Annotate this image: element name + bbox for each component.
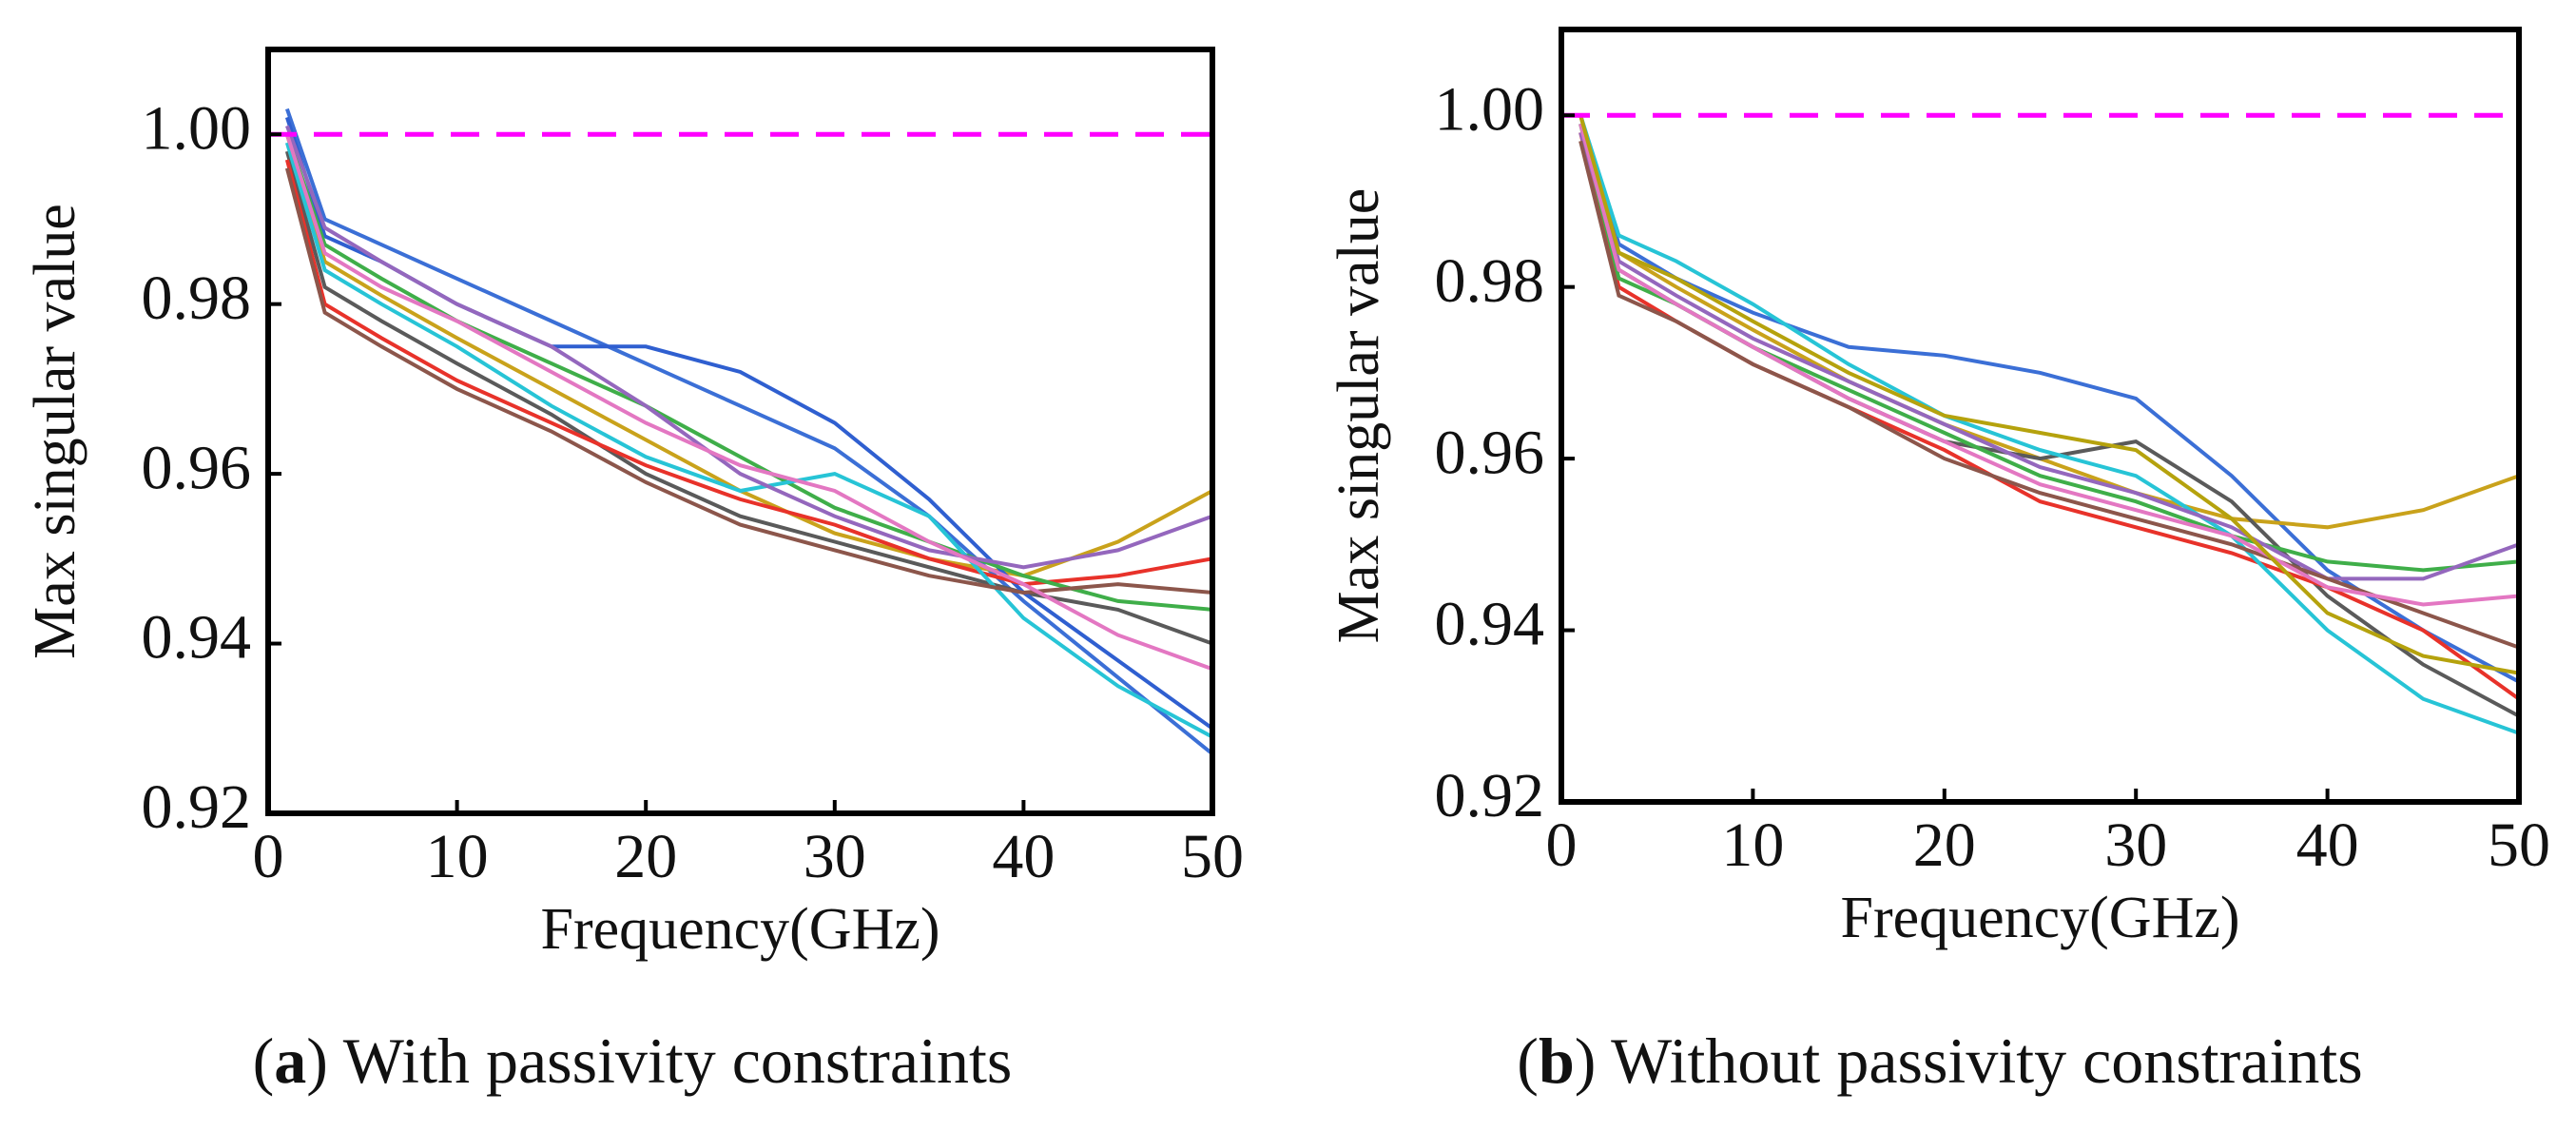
x-tick-label: 50: [2488, 810, 2550, 880]
series-line: [1579, 114, 2519, 530]
series-line: [1579, 114, 2519, 675]
series-line: [1579, 114, 2519, 735]
series-line: [1579, 140, 2519, 650]
caption: (a) With passivity constraints: [253, 1025, 1013, 1097]
caption-part: b: [1539, 1025, 1575, 1097]
y-tick-label: 0.96: [1435, 418, 1545, 487]
y-tick-label: 0.98: [142, 263, 252, 333]
y-tick-label: 0.92: [1435, 761, 1545, 830]
series-line: [1579, 123, 2519, 718]
x-axis-label: Frequency(GHz): [540, 897, 939, 962]
y-tick-label: 0.92: [142, 772, 252, 842]
x-tick-label: 0: [1546, 810, 1578, 880]
series-line: [284, 167, 1212, 595]
series-line: [284, 116, 1212, 731]
caption-part: (: [1517, 1025, 1539, 1097]
series-line: [284, 159, 1212, 587]
x-axis-label: Frequency(GHz): [1840, 886, 2239, 950]
x-tick-label: 10: [1721, 810, 1784, 880]
series-line: [1579, 131, 2519, 701]
x-tick-label: 40: [2296, 810, 2359, 880]
y-tick-label: 0.94: [142, 603, 252, 673]
chart-panel: 0.92 0.94 0.96 0.98 1.00 0 10 20 30 40 50 Frequency…: [23, 47, 1244, 1097]
series-line: [285, 125, 1212, 570]
series-line: [285, 133, 1212, 612]
y-tick-label: 0.96: [142, 433, 252, 502]
series-line: [284, 133, 1212, 578]
caption-part: (: [253, 1025, 275, 1097]
y-axis-label: Max singular value: [23, 204, 87, 659]
y-tick-label: 0.98: [1435, 246, 1545, 316]
x-tick-label: 50: [1181, 822, 1244, 891]
x-tick-label: 20: [614, 822, 677, 891]
plot-frame: [1559, 27, 2522, 805]
caption-part: ) With passivity constraints: [306, 1025, 1012, 1097]
x-tick-label: 40: [992, 822, 1055, 891]
series-line: [284, 150, 1212, 646]
caption-part: ) Without passivity constraints: [1575, 1025, 2363, 1097]
plot-frame: [265, 47, 1215, 816]
series-line: [284, 133, 1212, 672]
x-tick-label: 30: [804, 822, 866, 891]
x-tick-label: 10: [426, 822, 489, 891]
y-tick-label: 1.00: [1435, 74, 1545, 144]
x-tick-label: 0: [253, 822, 284, 891]
x-tick-label: 30: [2104, 810, 2167, 880]
x-tick-label: 20: [1913, 810, 1976, 880]
series-line: [285, 107, 1212, 756]
caption-part: a: [274, 1025, 306, 1097]
series-line: [284, 142, 1212, 739]
chart-panel: 0.92 0.94 0.96 0.98 1.00 0 10 20 30 40 50 Frequency…: [1327, 27, 2550, 1097]
y-tick-label: 0.94: [1435, 590, 1545, 659]
series-line: [1579, 123, 2519, 607]
y-axis-label: Max singular value: [1327, 188, 1391, 644]
caption: (b) Without passivity constraints: [1517, 1025, 2362, 1097]
y-tick-label: 1.00: [142, 93, 252, 163]
series-line: [1579, 131, 2519, 581]
